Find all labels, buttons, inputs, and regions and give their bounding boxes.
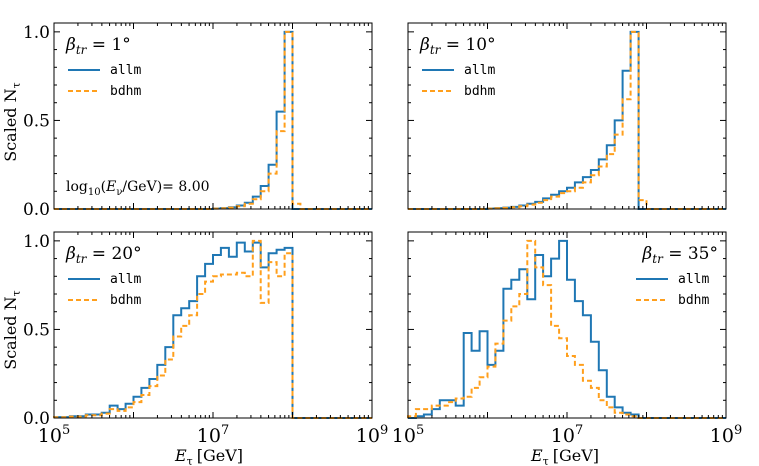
title-eq: = 20° <box>86 244 141 264</box>
series-bdhm-line <box>53 239 372 419</box>
y-tick-label: 0.5 <box>23 320 50 340</box>
legend-label-bdhm: bdhm <box>464 84 495 99</box>
x-tick-label: 107 <box>197 423 229 447</box>
y-tick-label: 1.0 <box>23 232 50 252</box>
x-tick-exp: 7 <box>221 423 229 438</box>
x-tick-label: 105 <box>38 423 70 447</box>
x-tick-exp: 5 <box>62 423 70 438</box>
x-label-text: E <box>530 446 543 465</box>
panel-title: βtr = 10° <box>419 35 496 57</box>
y-label-text: Scaled N <box>1 88 20 161</box>
annotation-E: E <box>105 179 116 195</box>
x-axis-label-left: Eτ [GeV] <box>174 446 243 466</box>
x-tick-base: 10 <box>197 425 221 447</box>
y-label-text: Scaled N <box>1 296 20 369</box>
title-beta: β <box>419 35 430 55</box>
annotation-E-sub: ν <box>116 187 122 198</box>
legend-label-allm: allm <box>464 63 495 78</box>
y-axis-label-bottom: Scaled Nτ <box>1 290 23 369</box>
x-label-sub: τ <box>543 455 549 466</box>
x-label-text: E <box>174 446 187 465</box>
x-label-unit: [GeV] <box>197 446 243 465</box>
y-tick-label: 0.0 <box>23 200 50 220</box>
y-label-sub: τ <box>10 290 23 296</box>
series-allm-line <box>408 30 726 210</box>
legend-label-bdhm: bdhm <box>110 293 141 308</box>
panel-title: βtr = 35° <box>641 244 718 266</box>
x-label-sub: τ <box>187 455 193 466</box>
title-sub: tr <box>652 252 664 266</box>
title-sub: tr <box>430 43 442 57</box>
y-tick-label: 0.5 <box>23 111 50 131</box>
x-tick-base: 10 <box>356 425 380 447</box>
title-eq: = 1° <box>86 35 130 55</box>
x-tick-exp: 7 <box>575 423 583 438</box>
svg-text:Eτ[GeV]: Eτ [GeV] <box>530 446 599 466</box>
x-axis-label-right: Eτ [GeV] <box>530 446 599 466</box>
x-tick-base: 10 <box>38 425 62 447</box>
energy-annotation: log10(Eν/GeV)= 8.00 <box>66 179 210 198</box>
title-eq: = 35° <box>663 244 718 264</box>
y-label-sub: τ <box>10 82 23 88</box>
x-tick-label: 107 <box>551 423 583 447</box>
x-tick-exp: 5 <box>416 423 424 438</box>
x-tick-label: 109 <box>356 423 388 447</box>
annotation-open: ( <box>101 179 106 195</box>
panel-top-left: 0.0 0.5 1.0 βtr = 1° allm bdhm log10(Eν/GeV)= … <box>23 22 373 220</box>
panel-title: βtr = 20° <box>65 244 142 266</box>
title-beta: β <box>65 244 76 264</box>
x-tick-exp: 9 <box>380 423 388 438</box>
title-sub: tr <box>76 43 88 57</box>
x-tick-exp: 9 <box>734 423 742 438</box>
x-label-unit: [GeV] <box>553 446 599 465</box>
y-axis-label-top: Scaled Nτ <box>1 82 23 161</box>
annotation-rest: /GeV)= 8.00 <box>122 179 209 195</box>
y-tick-label: 1.0 <box>23 23 50 43</box>
annotation-fn: log <box>66 179 88 195</box>
legend-label-allm: allm <box>110 272 141 287</box>
x-tick-base: 10 <box>551 425 575 447</box>
panel-title: βtr = 1° <box>65 35 131 57</box>
x-tick-base: 10 <box>710 425 734 447</box>
legend-label-allm: allm <box>678 272 709 287</box>
legend-label-bdhm: bdhm <box>678 293 709 308</box>
svg-text:Scaled Nτ: Scaled Nτ <box>1 290 23 369</box>
title-eq: = 10° <box>440 35 495 55</box>
svg-text:Scaled Nτ: Scaled Nτ <box>1 82 23 161</box>
x-tick-label: 105 <box>392 423 424 447</box>
title-beta: β <box>641 244 652 264</box>
title-sub: tr <box>76 252 88 266</box>
legend-label-bdhm: bdhm <box>110 84 141 99</box>
legend-label-allm: allm <box>110 63 141 78</box>
panel-top-right: βtr = 10° allm bdhm <box>407 22 727 210</box>
x-tick-label: 109 <box>710 423 742 447</box>
series-allm-line <box>53 241 372 419</box>
y-tick-label: 0.0 <box>23 409 50 429</box>
x-tick-base: 10 <box>392 425 416 447</box>
svg-text:Eτ[GeV]: Eτ [GeV] <box>174 446 243 466</box>
annotation-fn-sub: 10 <box>88 187 101 198</box>
title-beta: β <box>65 35 76 55</box>
series-bdhm-line <box>408 30 726 210</box>
series-allm-line <box>408 239 726 419</box>
